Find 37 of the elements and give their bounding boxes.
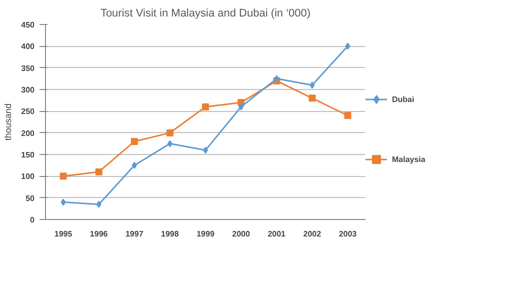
point: [60, 172, 67, 180]
legend-label: Malaysia: [392, 154, 426, 164]
point: [308, 94, 316, 102]
y-tick-label: 150: [21, 150, 36, 160]
x-tick-label: 2001: [268, 230, 286, 238]
x-tick-label: 2002: [303, 230, 322, 238]
y-tick-label: 350: [21, 64, 36, 73]
point: [167, 140, 172, 148]
y-tick-label: 100: [21, 172, 36, 182]
y-tick-label: 250: [21, 107, 36, 116]
y-tick-label: 50: [26, 194, 36, 203]
point: [238, 103, 244, 110]
y-tick-label: 400: [21, 42, 36, 52]
legend-label: Dubai: [392, 94, 414, 104]
point: [60, 198, 66, 206]
y-tick-label: 200: [21, 128, 36, 138]
y-axis-title: thousand: [3, 103, 14, 141]
point: [130, 138, 138, 145]
x-tick-label: 2003: [338, 230, 358, 238]
y-tick-label: 450: [21, 20, 36, 30]
x-tick-label: 1995: [54, 230, 73, 238]
y-tick-label: 0: [30, 216, 36, 224]
point: [310, 82, 315, 89]
x-tick-label: 2000: [232, 230, 251, 238]
point: [166, 129, 174, 136]
point: [95, 168, 102, 176]
x-tick-label: 1999: [196, 230, 215, 238]
point: [344, 112, 352, 119]
point: [345, 42, 350, 50]
chart-title: Tourist Visit in Malaysia and Dubai (in ‘000): [100, 8, 311, 20]
y-tick-label: 300: [21, 86, 36, 94]
x-tick-label: 1998: [161, 230, 180, 238]
point: [96, 200, 102, 208]
point: [132, 162, 137, 169]
point: [202, 103, 209, 110]
x-tick-label: 1996: [90, 230, 108, 238]
x-tick-label: 1997: [125, 230, 144, 238]
